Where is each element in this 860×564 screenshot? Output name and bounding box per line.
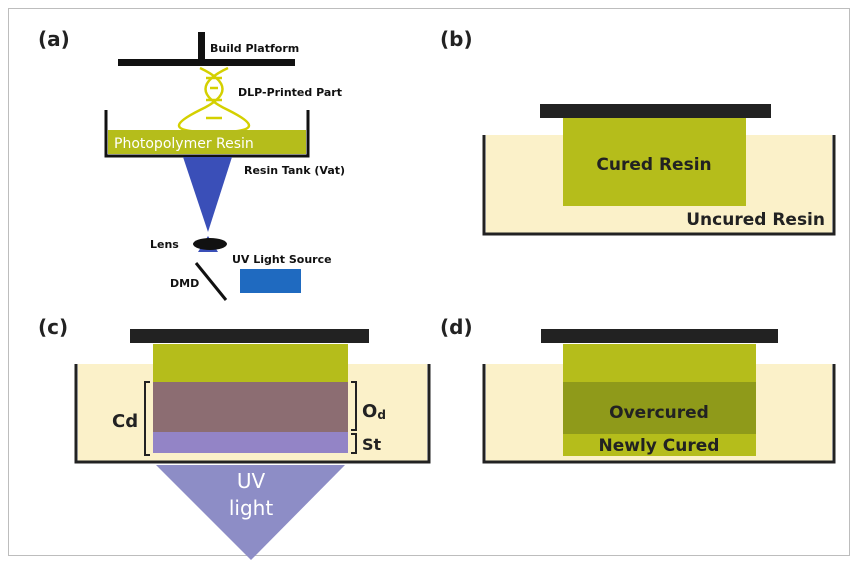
dmd-mirror: [194, 262, 228, 301]
cured-layers-c: [153, 344, 348, 382]
build-platform-label: Build Platform: [210, 42, 299, 55]
uv-light-label-line1: UV: [237, 469, 266, 493]
lens-label: Lens: [150, 238, 179, 251]
newly-cured-label: Newly Cured: [599, 436, 720, 456]
uv-beam-upper: [183, 157, 232, 232]
build-platform-d: [541, 329, 778, 343]
od-label: Od: [362, 401, 386, 422]
vat-walls-c: [74, 364, 431, 464]
od-bracket: [351, 381, 357, 431]
build-platform-b: [540, 104, 771, 118]
panel-a: (a) Build Platform DLP-Printed Part Phot…: [38, 27, 345, 301]
cd-bracket: [144, 381, 150, 456]
uv-light-cone: [156, 465, 345, 560]
build-platform: [118, 59, 295, 66]
panel-a-label: (a): [38, 27, 70, 51]
panel-c-label: (c): [38, 315, 68, 339]
vat-walls-d: [482, 364, 836, 464]
panel-c: (c) Cd Od St UV light: [38, 315, 431, 560]
uv-light-source-box: [240, 269, 301, 293]
uncured-resin-label: Uncured Resin: [686, 210, 825, 230]
panel-d: (d) Overcured Newly Cured: [440, 315, 836, 464]
overcured-depth-layer: [153, 382, 348, 432]
build-platform-c: [130, 329, 369, 343]
cured-resin-label: Cured Resin: [596, 155, 711, 175]
uv-light-source-label: UV Light Source: [232, 253, 332, 266]
figure-frame: [8, 8, 850, 556]
panel-d-label: (d): [440, 315, 473, 339]
cured-layers-d: [563, 344, 756, 382]
photopolymer-resin-label: Photopolymer Resin: [114, 136, 254, 152]
cured-resin-block: [563, 118, 746, 206]
newly-cured-layer: [563, 434, 756, 456]
st-bracket: [351, 433, 357, 454]
printed-part-label: DLP-Printed Part: [238, 86, 342, 99]
vat-walls-b: [482, 135, 836, 236]
platform-stem: [198, 32, 205, 62]
resin-tank-walls: [104, 110, 310, 158]
st-label: St: [362, 435, 382, 454]
panel-b: (b) Cured Resin Uncured Resin: [440, 27, 836, 236]
photopolymer-resin-fill: [108, 130, 306, 154]
dmd-label: DMD: [170, 277, 199, 290]
uv-light-label-line2: light: [229, 496, 273, 520]
printed-part-helix: [178, 66, 250, 134]
overcured-region: [563, 382, 756, 434]
cd-label: Cd: [112, 411, 138, 432]
resin-tank-label: Resin Tank (Vat): [244, 164, 345, 177]
new-layer-thickness: [153, 432, 348, 453]
panel-b-label: (b): [440, 27, 473, 51]
lens-icon: [193, 238, 227, 250]
overcured-label: Overcured: [609, 403, 709, 423]
